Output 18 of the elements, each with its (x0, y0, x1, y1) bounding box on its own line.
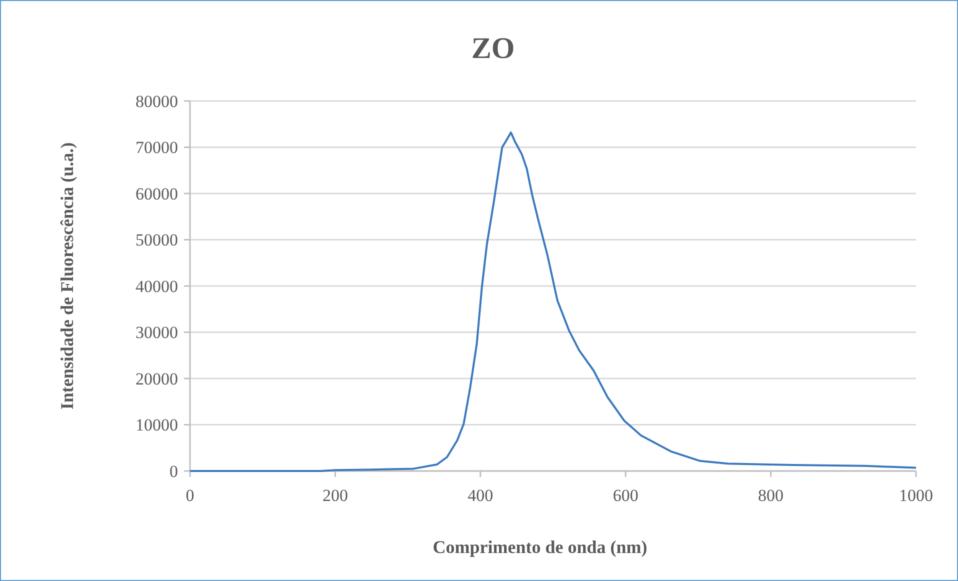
x-tick-label: 800 (758, 486, 784, 505)
y-tick-label: 10000 (136, 416, 178, 435)
x-tick-label: 200 (322, 486, 348, 505)
y-tick-label: 30000 (136, 323, 178, 342)
x-tick-label: 1000 (899, 486, 933, 505)
x-tick-label: 0 (186, 486, 194, 505)
y-tick-label: 0 (170, 462, 178, 481)
y-tick-label: 20000 (136, 369, 178, 388)
x-tick-label: 400 (468, 486, 494, 505)
y-tick-label: 80000 (136, 92, 178, 111)
x-tick-label: 600 (612, 486, 638, 505)
y-axis-title: Intensidade de Fluorescência (u.a.) (57, 142, 77, 410)
x-axis-title: Comprimento de onda (nm) (432, 537, 648, 557)
y-tick-label: 40000 (136, 276, 178, 296)
y-tick-label: 50000 (136, 230, 178, 250)
y-tick-label: 60000 (136, 184, 178, 204)
chart-title: ZO (471, 32, 515, 65)
y-tick-label: 70000 (136, 138, 178, 158)
